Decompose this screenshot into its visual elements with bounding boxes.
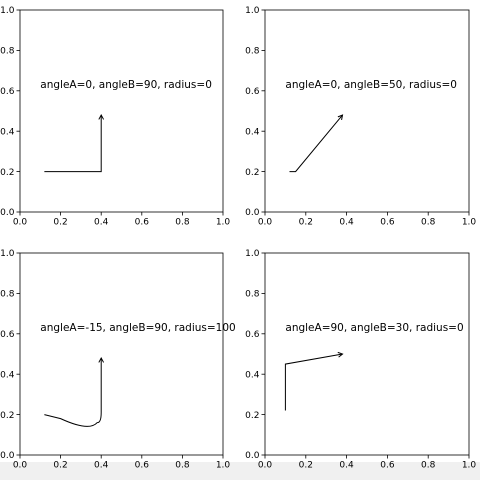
x-tick-label: 0.6 (380, 461, 395, 471)
y-tick-label: 0.8 (0, 290, 15, 300)
x-tick-label: 0.6 (380, 218, 395, 228)
axes-frame (264, 252, 470, 456)
x-tick-label: 0.2 (53, 461, 67, 471)
axes-frame (264, 9, 470, 213)
x-tick-label: 0.2 (299, 218, 313, 228)
x-tick-label: 0.2 (53, 218, 67, 228)
y-tick-label: 0.0 (245, 451, 260, 461)
axes-frame (19, 252, 224, 456)
y-tick-label: 1.0 (245, 249, 260, 259)
x-tick-label: 0.6 (135, 218, 150, 228)
y-tick-label: 0.0 (245, 208, 260, 218)
subplot-1: 0.0 0.2 0.4 0.6 0.8 1.0 0.0 0.2 0.4 0.6 0.8 1.0 angl… (0, 6, 230, 227)
y-tick-label: 1.0 (0, 6, 15, 16)
y-tick-label: 0.8 (245, 47, 260, 57)
x-tick-label: 0.4 (339, 218, 354, 228)
y-tick-label: 0.4 (245, 127, 260, 137)
connection-line (44, 358, 102, 427)
connection-line (284, 353, 343, 411)
y-tick-label: 0.0 (0, 451, 15, 461)
annotation-label: angleA=90, angleB=30, radius=0 (285, 322, 463, 334)
connection-line (44, 115, 102, 173)
x-tick-label: 0.8 (421, 218, 436, 228)
x-tick-label: 0.0 (258, 218, 273, 228)
x-tick-label: 0.0 (13, 218, 28, 228)
bottom-band (0, 462, 480, 480)
arrow-head (98, 113, 105, 120)
y-tick-label: 1.0 (245, 6, 260, 16)
y-tick-label: 0.2 (0, 168, 14, 178)
x-tick-label: 0.4 (94, 461, 109, 471)
y-tick-label: 0.6 (0, 330, 15, 340)
annotation-label: angleA=0, angleB=50, radius=0 (285, 79, 457, 91)
y-tick-label: 0.8 (0, 47, 15, 57)
arrow-head (337, 351, 344, 358)
y-tick-label: 0.8 (245, 290, 260, 300)
y-tick-label: 0.2 (245, 411, 259, 421)
y-tick-label: 0.6 (245, 330, 260, 340)
annotation-label: angleA=0, angleB=90, radius=0 (40, 79, 212, 91)
axes-frame (19, 9, 224, 213)
x-tick-label: 1.0 (216, 461, 231, 471)
x-tick-label: 0.6 (135, 461, 150, 471)
y-tick-label: 0.6 (0, 87, 15, 97)
connection-line (289, 114, 343, 173)
arrow-head (98, 356, 105, 363)
arrow-head (337, 114, 344, 121)
annotation-label: angleA=-15, angleB=90, radius=100 (40, 322, 235, 334)
y-tick-label: 0.4 (0, 370, 15, 380)
y-tick-label: 0.0 (0, 208, 15, 218)
x-tick-label: 0.0 (13, 461, 28, 471)
y-tick-label: 0.4 (0, 127, 15, 137)
x-tick-label: 1.0 (216, 218, 231, 228)
x-tick-label: 1.0 (462, 461, 477, 471)
y-tick-label: 0.2 (0, 411, 14, 421)
subplot-4: 0.0 0.2 0.4 0.6 0.8 1.0 0.0 0.2 0.4 0.6 0.8 1.0 angl… (245, 249, 476, 470)
x-tick-label: 0.4 (339, 461, 354, 471)
subplot-2: 0.0 0.2 0.4 0.6 0.8 1.0 0.0 0.2 0.4 0.6 0.8 1.0 angl… (245, 6, 476, 227)
x-tick-label: 1.0 (462, 218, 477, 228)
x-tick-label: 0.8 (421, 461, 436, 471)
x-tick-label: 0.8 (175, 461, 190, 471)
x-tick-label: 0.0 (258, 461, 273, 471)
y-tick-label: 0.2 (245, 168, 259, 178)
x-tick-label: 0.2 (299, 461, 313, 471)
subplot-3: 0.0 0.2 0.4 0.6 0.8 1.0 0.0 0.2 0.4 0.6 0.8 1.0 angl… (0, 249, 236, 470)
y-tick-label: 0.6 (245, 87, 260, 97)
x-tick-label: 0.8 (175, 218, 190, 228)
x-tick-label: 0.4 (94, 218, 109, 228)
y-tick-label: 1.0 (0, 249, 15, 259)
y-tick-label: 0.4 (245, 370, 260, 380)
